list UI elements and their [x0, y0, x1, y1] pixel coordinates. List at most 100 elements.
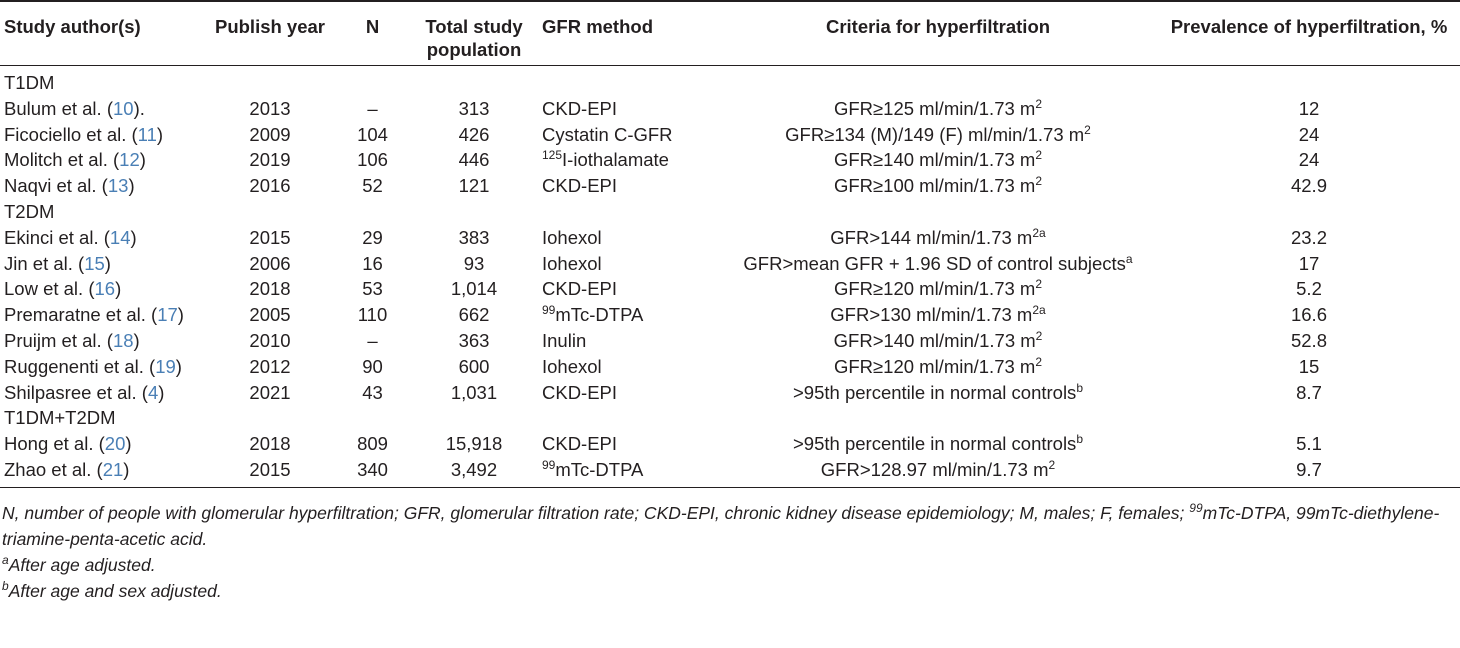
reference-link[interactable]: 4	[147, 381, 159, 403]
cell-author: Ficociello et al. (11)	[0, 122, 205, 148]
cell-criteria: GFR≥140 ml/min/1.73 m2	[833, 148, 1043, 171]
cell-prevalence: 24	[1298, 123, 1320, 145]
cell-n: 16	[362, 252, 383, 274]
reference-link[interactable]: 13	[107, 175, 129, 197]
reference-link[interactable]: 12	[119, 149, 140, 171]
cell-criteria: GFR≥125 ml/min/1.73 m2	[833, 96, 1043, 119]
hyperfiltration-table: Study author(s) Publish year N Total stu…	[0, 0, 1460, 488]
cell-prevalence: 16.6	[1290, 304, 1327, 326]
cell-total: 600	[458, 355, 490, 377]
cell-total: 426	[458, 123, 490, 145]
cell-method: 125I-iothalamate	[542, 148, 669, 171]
cell-n: 53	[362, 278, 383, 300]
header-gfr-method: GFR method	[538, 0, 718, 66]
author-tail: )	[133, 329, 140, 351]
header-publish-year: Publish year	[205, 0, 335, 66]
table-row: Bulum et al. (10). 2013 – 313 CKD-EPI GFR≥125…	[0, 96, 1460, 122]
header-total-population: Total study population	[410, 0, 538, 66]
author-name: Pruijm et al. (	[4, 329, 113, 351]
author-name: Zhao et al. (	[4, 458, 103, 480]
author-name: Naqvi et al. (	[4, 175, 108, 197]
cell-year: 2018	[249, 278, 291, 300]
cell-criteria: GFR≥120 ml/min/1.73 m2	[833, 354, 1043, 377]
author-tail: )	[128, 175, 135, 197]
author-tail: )	[156, 123, 164, 145]
author-tail: )	[115, 278, 122, 300]
reference-link[interactable]: 21	[102, 458, 124, 480]
table-row: Naqvi et al. (13) 2016 52 121 CKD-EPI GFR≥100…	[0, 173, 1460, 199]
cell-year: 2021	[249, 381, 291, 403]
cell-criteria: GFR>mean GFR + 1.96 SD of control subjec…	[743, 251, 1133, 274]
reference-link[interactable]: 19	[155, 355, 176, 377]
table-row: Hong et al. (20) 2018 809 15,918 CKD-EPI >95t…	[0, 431, 1460, 457]
cell-year: 2010	[249, 329, 291, 351]
cell-n: 110	[357, 304, 388, 326]
table-row: Molitch et al. (12) 2019 106 446 125I-iothal…	[0, 147, 1460, 173]
cell-criteria: GFR>128.97 ml/min/1.73 m2	[718, 456, 1158, 488]
group-row: T2DM	[0, 199, 1460, 225]
cell-author: Bulum et al. (10).	[0, 96, 205, 122]
cell-prevalence: 5.1	[1296, 433, 1322, 455]
header-prevalence: Prevalence of hyperfiltration, %	[1158, 0, 1460, 66]
table-body: T1DM Bulum et al. (10). 20 13 – 313 CKD-EPI GFR…	[0, 66, 1460, 488]
cell-criteria: GFR>140 ml/min/1.73 m2	[833, 328, 1043, 351]
cell-method: Inulin	[542, 329, 587, 351]
cell-criteria: >95th percentile in normal controlsb	[793, 380, 1083, 403]
cell-author: Shilpasree et al. (4)	[0, 380, 205, 406]
cell-prevalence: 9.7	[1158, 456, 1460, 488]
cell-author: Zhao et al. (21)	[0, 456, 205, 488]
cell-prevalence: 12	[1298, 97, 1320, 119]
cell-total: 662	[458, 304, 490, 326]
cell-criteria: GFR≥120 ml/min/1.73 m2	[833, 277, 1043, 300]
cell-n: 52	[362, 175, 383, 197]
reference-link[interactable]: 17	[157, 304, 178, 326]
author-name: Ficociello et al. (	[4, 123, 138, 145]
cell-criteria: GFR≥134 (M)/149 (F) ml/min/1.73 m2	[785, 122, 1091, 145]
cell-criteria: GFR>130 ml/min/1.73 m2a	[830, 303, 1046, 326]
cell-criteria: GFR≥100 ml/min/1.73 m2	[833, 174, 1043, 197]
cell-author: Pruijm et al. (18)	[0, 328, 205, 354]
cell-author: Ruggenenti et al. (19)	[0, 354, 205, 380]
header-row: Study author(s) Publish year N Total stu…	[0, 0, 1460, 66]
cell-total: 1,014	[450, 278, 498, 300]
table-row: Pruijm et al. (18) 2010 – 363 Inulin GFR>140 …	[0, 328, 1460, 354]
cell-total: 313	[458, 97, 490, 119]
cell-year: 2009	[249, 123, 291, 145]
table-row: Low et al. (16) 2018 53 1,014 CKD-EPI GFR≥120…	[0, 276, 1460, 302]
cell-prevalence: 8.7	[1296, 381, 1322, 403]
author-tail: ).	[133, 97, 145, 119]
cell-criteria: GFR>144 ml/min/1.73 m2a	[830, 225, 1046, 248]
reference-link[interactable]: 15	[84, 252, 105, 274]
reference-link[interactable]: 18	[112, 329, 134, 351]
reference-link[interactable]: 20	[104, 433, 126, 455]
table-row: Shilpasree et al. (4) 2021 43 1,031 CKD-EPI >…	[0, 380, 1460, 406]
author-tail: )	[158, 381, 165, 403]
cell-method: Iohexol	[542, 226, 602, 248]
reference-link[interactable]: 10	[113, 97, 134, 119]
author-tail: )	[175, 355, 182, 377]
cell-method: CKD-EPI	[542, 97, 618, 119]
cell-total: 121	[458, 175, 490, 197]
author-name: Bulum et al. (	[4, 97, 113, 119]
cell-author: Premaratne et al. (17)	[0, 302, 205, 328]
cell-year: 2005	[249, 304, 291, 326]
cell-method: Iohexol	[542, 355, 602, 377]
reference-link[interactable]: 11	[137, 123, 157, 145]
reference-link[interactable]: 14	[109, 226, 131, 248]
cell-author: Jin et al. (15)	[0, 251, 205, 277]
author-name: Ekinci et al. (	[4, 226, 110, 248]
author-name: Molitch et al. (	[4, 149, 120, 171]
group-row: T1DM	[0, 66, 1460, 96]
author-tail: )	[123, 458, 130, 480]
cell-prevalence: 42.9	[1290, 175, 1327, 197]
group-label: T1DM	[4, 72, 55, 93]
table-row: Ficociello et al. (11) 2009 104 426 Cystatin…	[0, 122, 1460, 148]
header-criteria: Criteria for hyperfiltration	[718, 0, 1158, 66]
reference-link[interactable]: 16	[94, 278, 116, 300]
footnote-abbreviations: N, number of people with glomerular hype…	[2, 500, 1440, 549]
cell-total: 15,918	[445, 433, 503, 455]
cell-prevalence: 23.2	[1290, 226, 1327, 248]
author-tail: )	[130, 226, 137, 248]
cell-n: –	[367, 97, 378, 119]
cell-n: 106	[357, 149, 388, 171]
